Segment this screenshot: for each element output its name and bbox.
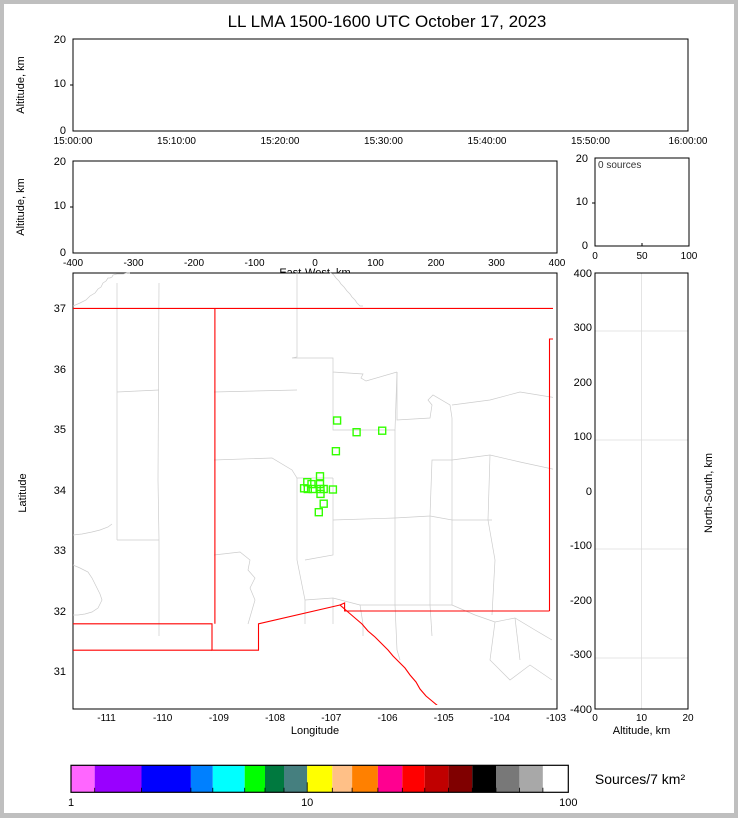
svg-text:15:30:00: 15:30:00 [364,136,403,147]
svg-text:North-South, km: North-South, km [703,453,715,533]
svg-text:37: 37 [54,303,66,315]
svg-text:15:20:00: 15:20:00 [261,136,300,147]
svg-text:50: 50 [636,251,648,262]
svg-text:10: 10 [54,200,66,212]
svg-text:-106: -106 [377,713,397,724]
svg-text:Latitude: Latitude [17,473,29,512]
svg-text:0 sources: 0 sources [598,160,641,171]
svg-text:16:00:00: 16:00:00 [669,136,708,147]
svg-text:35: 35 [54,424,66,436]
svg-text:15:40:00: 15:40:00 [468,136,507,147]
svg-text:34: 34 [54,485,66,497]
svg-text:-111: -111 [97,713,116,724]
svg-text:20: 20 [682,713,694,724]
svg-text:100: 100 [367,258,384,269]
svg-text:-110: -110 [153,713,173,724]
svg-text:Sources/7 km²: Sources/7 km² [595,771,686,787]
svg-text:20: 20 [576,153,588,165]
svg-text:400: 400 [549,258,566,269]
svg-text:Longitude: Longitude [291,725,339,737]
svg-text:-105: -105 [434,713,454,724]
svg-text:-109: -109 [209,713,229,724]
svg-text:LL LMA 1500-1600 UTC October 1: LL LMA 1500-1600 UTC October 17, 2023 [228,12,547,31]
svg-text:31: 31 [54,666,66,678]
svg-text:-300: -300 [123,258,143,269]
svg-text:10: 10 [301,797,313,809]
svg-text:10: 10 [54,78,66,90]
svg-text:20: 20 [54,34,66,46]
svg-text:0: 0 [592,251,598,262]
svg-text:-400: -400 [63,258,83,269]
svg-text:32: 32 [54,606,66,618]
svg-text:Altitude, km: Altitude, km [613,725,670,737]
svg-text:Altitude, km: Altitude, km [15,178,27,235]
svg-text:10: 10 [636,713,648,724]
svg-text:200: 200 [574,377,592,389]
svg-text:15:50:00: 15:50:00 [571,136,610,147]
svg-text:15:00:00: 15:00:00 [54,136,93,147]
svg-text:-400: -400 [570,704,592,716]
svg-text:200: 200 [428,258,445,269]
svg-text:10: 10 [576,196,588,208]
svg-text:1: 1 [68,797,74,809]
svg-text:-100: -100 [570,540,592,552]
svg-text:-104: -104 [490,713,510,724]
svg-text:100: 100 [574,431,592,443]
svg-text:0: 0 [592,713,598,724]
svg-text:15:10:00: 15:10:00 [157,136,196,147]
svg-text:-200: -200 [570,595,592,607]
svg-text:-103: -103 [546,713,566,724]
svg-text:-108: -108 [265,713,285,724]
svg-text:400: 400 [574,268,592,280]
svg-text:33: 33 [54,545,66,557]
svg-text:-107: -107 [321,713,341,724]
svg-text:-100: -100 [244,258,264,269]
svg-text:300: 300 [574,322,592,334]
svg-text:100: 100 [681,251,698,262]
svg-text:-200: -200 [184,258,204,269]
svg-text:-300: -300 [570,649,592,661]
svg-text:Altitude, km: Altitude, km [15,56,27,113]
svg-text:0: 0 [582,240,588,252]
svg-text:100: 100 [559,797,577,809]
svg-text:36: 36 [54,364,66,376]
svg-text:0: 0 [586,486,592,498]
svg-text:300: 300 [488,258,505,269]
svg-text:20: 20 [54,156,66,168]
